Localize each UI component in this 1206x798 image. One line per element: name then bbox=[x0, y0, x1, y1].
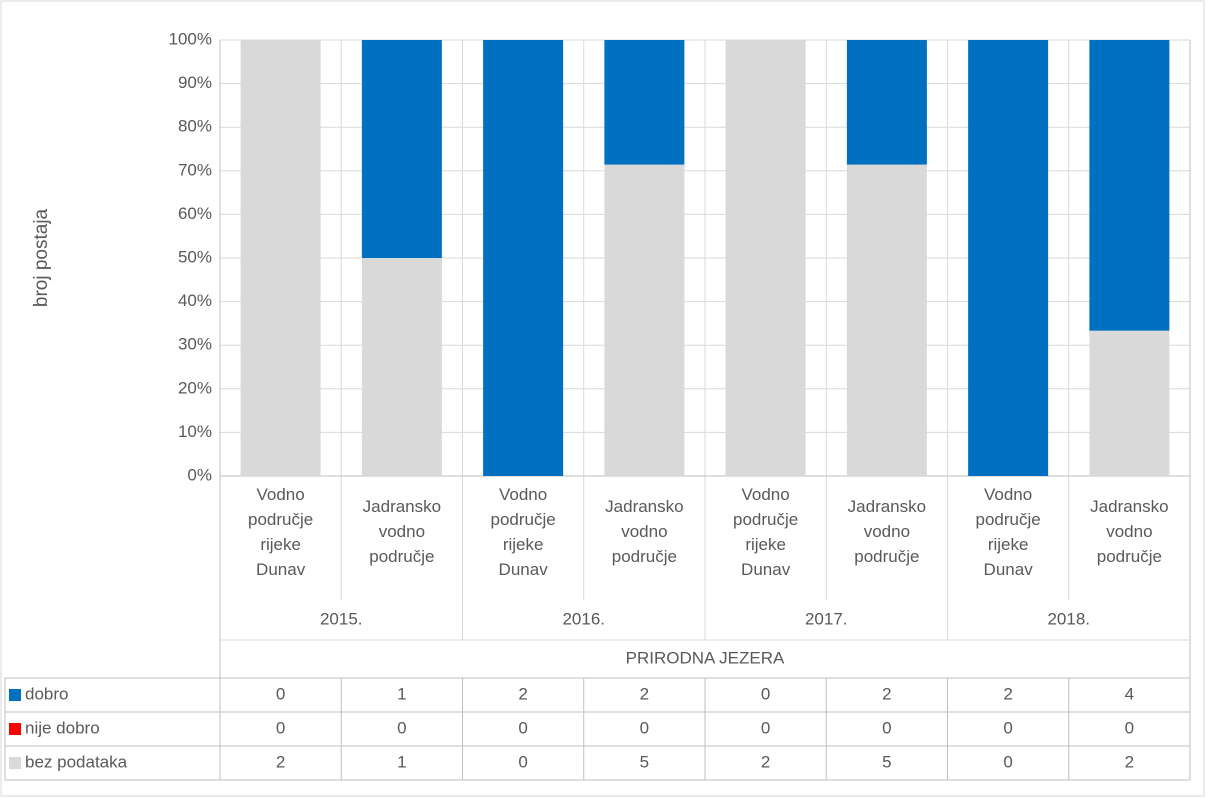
table-cell: 0 bbox=[518, 718, 527, 737]
legend-label: bez podataka bbox=[25, 752, 128, 771]
bar-segment bbox=[240, 40, 321, 476]
table-cell: 2 bbox=[761, 752, 770, 771]
bar-segment bbox=[604, 164, 685, 477]
table-cell: 0 bbox=[761, 718, 770, 737]
table-cell: 2 bbox=[1003, 684, 1012, 703]
bar-segment bbox=[361, 258, 442, 476]
y-tick-label: 20% bbox=[178, 378, 212, 397]
group-title: PRIRODNA JEZERA bbox=[626, 648, 785, 667]
x-tick-label: Jadransko vodno područje bbox=[363, 497, 441, 566]
y-tick-label: 80% bbox=[178, 117, 212, 136]
table-cell: 0 bbox=[761, 684, 770, 703]
table-cell: 2 bbox=[276, 752, 285, 771]
group-label: 2016. bbox=[562, 609, 605, 628]
group-label: 2015. bbox=[320, 609, 363, 628]
table-cell: 0 bbox=[518, 752, 527, 771]
x-tick-label: Vodno područje rijeke Dunav bbox=[248, 485, 313, 579]
x-tick-label: Jadransko vodno područje bbox=[1090, 497, 1168, 566]
bar-segment bbox=[604, 40, 685, 165]
table-cell: 0 bbox=[276, 718, 285, 737]
y-tick-label: 60% bbox=[178, 204, 212, 223]
table-cell: 2 bbox=[882, 684, 891, 703]
x-tick-label: Vodno područje rijeke Dunav bbox=[733, 485, 798, 579]
table-cell: 0 bbox=[882, 718, 891, 737]
legend-swatch bbox=[9, 689, 21, 701]
y-tick-label: 50% bbox=[178, 247, 212, 266]
group-label: 2018. bbox=[1047, 609, 1090, 628]
table-cell: 0 bbox=[397, 718, 406, 737]
bar-segment bbox=[483, 40, 564, 476]
x-tick-label: Vodno područje rijeke Dunav bbox=[491, 485, 556, 579]
table-cell: 5 bbox=[640, 752, 649, 771]
y-tick-label: 90% bbox=[178, 73, 212, 92]
bar-segment bbox=[725, 40, 806, 476]
legend-label: nije dobro bbox=[25, 718, 100, 737]
y-tick-label: 10% bbox=[178, 422, 212, 441]
y-tick-label: 70% bbox=[178, 160, 212, 179]
bar-segment bbox=[846, 164, 927, 477]
legend-swatch bbox=[9, 723, 21, 735]
table-cell: 0 bbox=[1003, 752, 1012, 771]
y-tick-label: 100% bbox=[169, 29, 212, 48]
bar-segment bbox=[1089, 330, 1170, 476]
x-tick-label: Vodno područje rijeke Dunav bbox=[976, 485, 1041, 579]
table-cell: 0 bbox=[276, 684, 285, 703]
table-cell: 1 bbox=[397, 684, 406, 703]
legend-swatch bbox=[9, 757, 21, 769]
table-cell: 0 bbox=[1125, 718, 1134, 737]
legend-label: dobro bbox=[25, 684, 68, 703]
table-cell: 2 bbox=[1125, 752, 1134, 771]
y-axis-label: broj postaja bbox=[31, 208, 52, 307]
table-cell: 0 bbox=[1003, 718, 1012, 737]
y-tick-label: 30% bbox=[178, 335, 212, 354]
bar-segment bbox=[1089, 40, 1170, 331]
group-label: 2017. bbox=[805, 609, 848, 628]
bar-segment bbox=[361, 40, 442, 258]
bar-segment bbox=[846, 40, 927, 165]
table-cell: 5 bbox=[882, 752, 891, 771]
bar-segment bbox=[968, 40, 1049, 476]
y-tick-label: 40% bbox=[178, 291, 212, 310]
table-cell: 2 bbox=[518, 684, 527, 703]
table-cell: 4 bbox=[1125, 684, 1134, 703]
x-tick-label: Jadransko vodno područje bbox=[848, 497, 926, 566]
table-cell: 0 bbox=[640, 718, 649, 737]
table-cell: 2 bbox=[640, 684, 649, 703]
y-tick-label: 0% bbox=[187, 465, 212, 484]
table-cell: 1 bbox=[397, 752, 406, 771]
x-tick-label: Jadransko vodno područje bbox=[605, 497, 683, 566]
